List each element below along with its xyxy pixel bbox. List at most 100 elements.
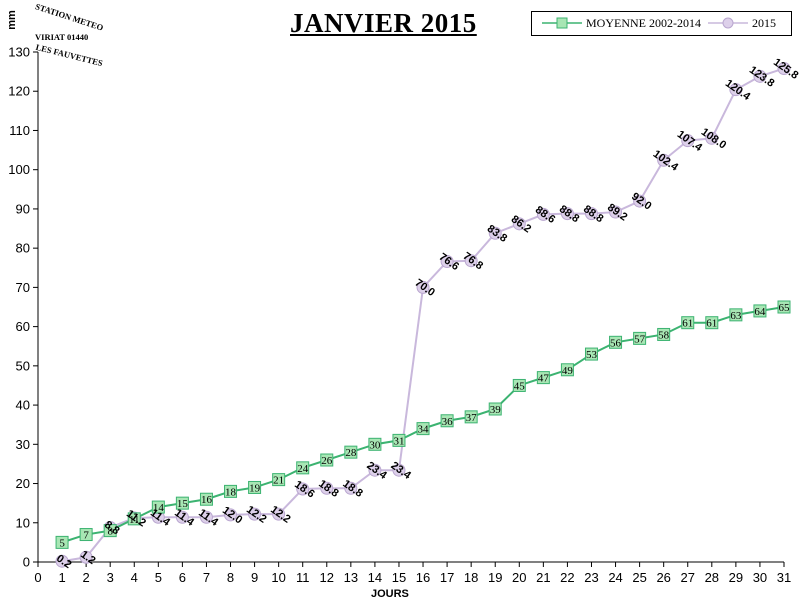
- point-moyenne: [272, 473, 286, 487]
- point-2015: [681, 134, 695, 148]
- legend-swatch-circle-icon: [708, 17, 748, 29]
- data-label-2015: 18.8: [316, 478, 340, 500]
- data-label-moyenne: 5: [59, 537, 65, 549]
- point-2015: [296, 482, 310, 496]
- data-label-moyenne: 26: [321, 455, 333, 467]
- legend-label-moyenne: MOYENNE 2002-2014: [586, 15, 701, 30]
- data-label-moyenne: 58: [658, 329, 670, 341]
- y-tick-label: 80: [16, 241, 30, 256]
- point-2015: [705, 131, 719, 145]
- data-label-2015: 108.0: [699, 126, 728, 152]
- point-moyenne: [440, 414, 454, 428]
- point-2015: [536, 207, 550, 221]
- legend-swatch-square-icon: [542, 17, 582, 29]
- point-moyenne: [392, 433, 406, 447]
- data-label-moyenne: 64: [754, 306, 766, 318]
- point-2015: [777, 61, 791, 75]
- point-2015: [560, 207, 574, 221]
- point-2015: [55, 554, 69, 568]
- point-moyenne: [633, 331, 647, 345]
- x-tick-label: 19: [488, 570, 502, 585]
- chart-title: JANVIER 2015: [290, 8, 477, 38]
- x-tick-label: 26: [656, 570, 670, 585]
- x-tick-label: 23: [584, 570, 598, 585]
- data-label-2015: 11.4: [172, 507, 197, 529]
- data-label-2015: 86.2: [509, 213, 533, 235]
- logo-line-2: VIRIAT 01440: [35, 32, 89, 42]
- x-tick-label: 30: [753, 570, 767, 585]
- data-label-2015: 23.4: [388, 460, 413, 483]
- data-label-moyenne: 24: [297, 463, 309, 475]
- point-moyenne: [753, 304, 767, 318]
- data-label-moyenne: 8: [107, 526, 113, 538]
- data-label-moyenne: 65: [779, 302, 791, 314]
- point-2015: [512, 217, 526, 231]
- point-2015: [272, 507, 286, 521]
- y-tick-label: 20: [16, 476, 30, 491]
- data-label-2015: 88.8: [557, 203, 581, 225]
- point-2015: [392, 463, 406, 477]
- data-label-2015: 11.2: [124, 508, 148, 530]
- point-moyenne: [344, 445, 358, 459]
- point-moyenne: [248, 480, 262, 494]
- x-tick-label: 7: [203, 570, 210, 585]
- y-tick-label: 90: [16, 201, 30, 216]
- data-label-moyenne: 15: [177, 498, 189, 510]
- point-2015: [753, 69, 767, 83]
- y-tick-label: 30: [16, 437, 30, 452]
- y-tick-label: 70: [16, 280, 30, 295]
- point-moyenne: [103, 524, 117, 538]
- x-tick-label: 17: [440, 570, 454, 585]
- point-moyenne: [55, 535, 69, 549]
- point-2015: [657, 153, 671, 167]
- y-tick-label: 60: [16, 319, 30, 334]
- data-label-2015: 11.4: [196, 507, 221, 529]
- data-label-2015: 12.2: [244, 504, 268, 526]
- point-2015: [224, 508, 238, 522]
- point-2015: [368, 463, 382, 477]
- point-moyenne: [320, 453, 334, 467]
- point-moyenne: [777, 300, 791, 314]
- point-2015: [199, 510, 213, 524]
- x-tick-label: 27: [681, 570, 695, 585]
- point-2015: [488, 226, 502, 240]
- data-label-2015: 102.4: [651, 148, 681, 174]
- y-tick-label: 40: [16, 398, 30, 413]
- data-label-moyenne: 30: [369, 439, 381, 451]
- data-label-moyenne: 47: [538, 373, 550, 385]
- x-tick-label: 16: [416, 570, 430, 585]
- point-2015: [609, 205, 623, 219]
- data-label-moyenne: 63: [730, 310, 742, 322]
- point-moyenne: [464, 410, 478, 424]
- data-label-moyenne: 7: [83, 530, 89, 542]
- point-moyenne: [657, 327, 671, 341]
- x-tick-label: 0: [34, 570, 41, 585]
- point-moyenne: [224, 484, 238, 498]
- x-tick-label: 10: [271, 570, 285, 585]
- point-2015: [175, 510, 189, 524]
- legend-item-moyenne: MOYENNE 2002-2014: [542, 16, 701, 30]
- x-tick-label: 20: [512, 570, 526, 585]
- x-tick-label: 28: [705, 570, 719, 585]
- data-label-2015: 89.2: [605, 202, 629, 224]
- data-label-moyenne: 31: [393, 435, 404, 447]
- point-moyenne: [127, 512, 141, 526]
- data-label-moyenne: 14: [153, 502, 165, 514]
- station-logo: STATION METEO VIRIAT 01440 LES FAUVETTES: [30, 1, 104, 68]
- data-label-2015: 70.0: [413, 277, 437, 299]
- point-moyenne: [560, 363, 574, 377]
- data-label-moyenne: 61: [682, 318, 693, 330]
- data-label-moyenne: 28: [345, 447, 357, 459]
- data-label-moyenne: 11: [129, 514, 140, 526]
- point-moyenne: [368, 437, 382, 451]
- point-moyenne: [296, 461, 310, 475]
- point-2015: [729, 83, 743, 97]
- data-label-2015: 88.6: [533, 204, 557, 226]
- point-2015: [633, 194, 647, 208]
- data-label-2015: 12.2: [268, 504, 292, 526]
- data-label-moyenne: 49: [562, 365, 574, 377]
- data-label-moyenne: 37: [466, 412, 478, 424]
- series-line-1: [61, 67, 785, 563]
- data-label-moyenne: 16: [201, 494, 213, 506]
